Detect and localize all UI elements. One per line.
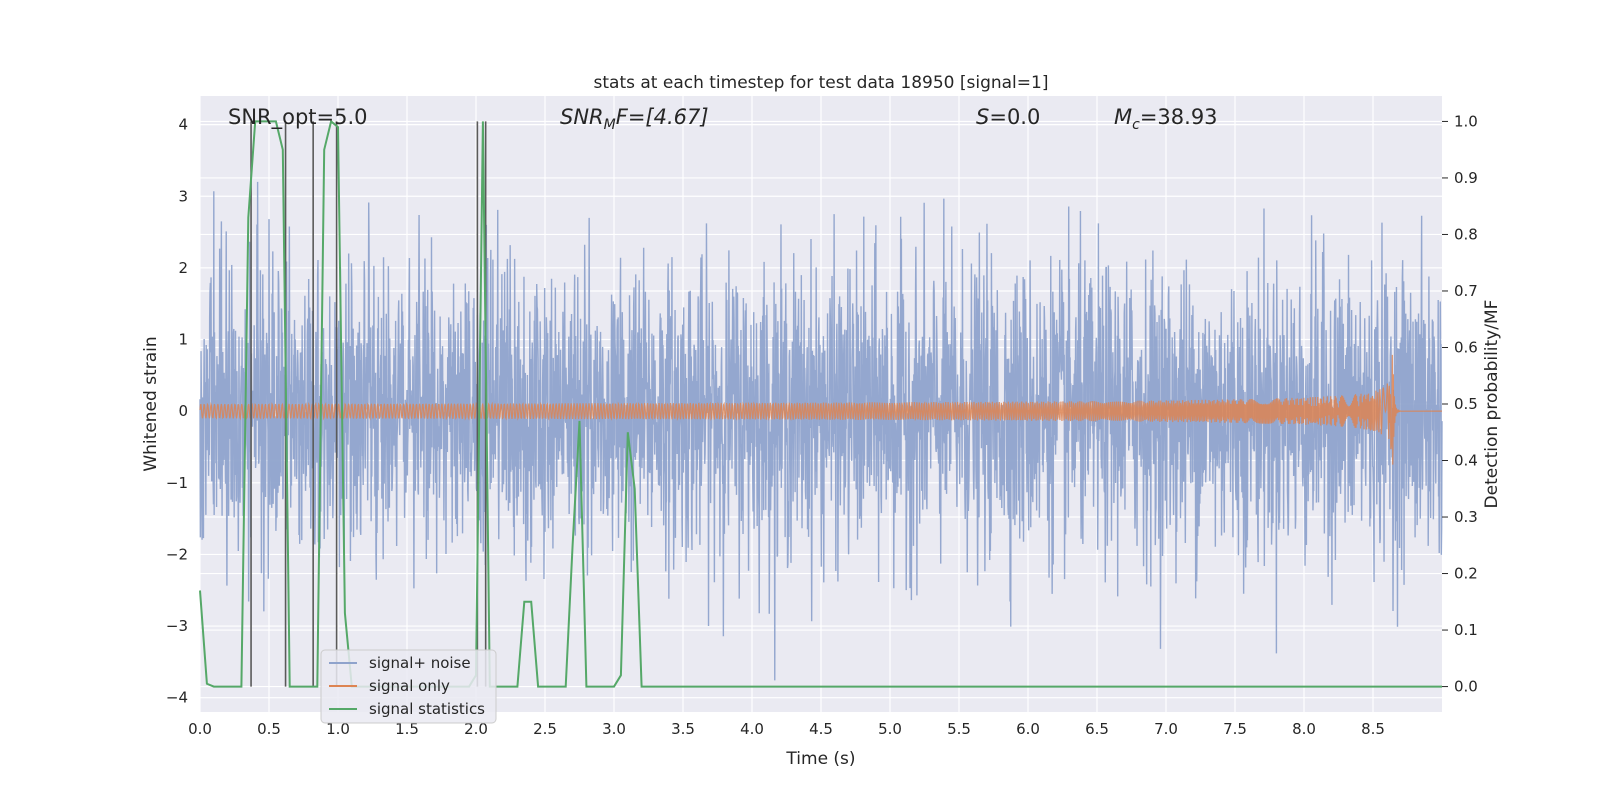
y2-tick-label: 0.9 — [1454, 169, 1478, 187]
x-tick-label: 0.5 — [257, 720, 281, 738]
x-tick-label: 5.5 — [947, 720, 971, 738]
y2-axis-ticks: 0.0 0.1 0.2 0.3 0.4 0.5 0.6 0.7 0.8 0.9 1.0 — [1442, 112, 1478, 696]
legend-entry-signal-statistics: signal statistics — [369, 700, 485, 718]
y-tick-label: −1 — [166, 474, 188, 492]
x-tick-label: 8.0 — [1292, 720, 1316, 738]
x-tick-label: 2.5 — [533, 720, 557, 738]
annotation-snr-mf-base: SNR — [560, 105, 604, 129]
y-axis-label: Whitened strain — [141, 336, 161, 471]
legend-entry-signal-only: signal only — [369, 677, 450, 695]
annotation-mc: Mc=38.93 — [1114, 105, 1218, 133]
y-tick-label: −4 — [166, 689, 188, 707]
x-tick-label: 4.5 — [809, 720, 833, 738]
x-tick-label: 3.0 — [602, 720, 626, 738]
y2-tick-label: 0.6 — [1454, 338, 1478, 356]
y-tick-label: −2 — [166, 545, 188, 563]
y2-tick-label: 1.0 — [1454, 112, 1478, 130]
y2-tick-label: 0.3 — [1454, 508, 1478, 526]
y2-tick-label: 0.1 — [1454, 621, 1478, 639]
annotation-snr-mf: SNRMF=[4.67] — [560, 105, 709, 133]
y2-tick-label: 0.8 — [1454, 225, 1478, 243]
chirp-line — [199, 354, 1443, 465]
y2-axis-label: Detection probability/MF — [1482, 300, 1502, 509]
x-axis-label: Time (s) — [785, 749, 855, 769]
x-tick-label: 1.5 — [395, 720, 419, 738]
y2-tick-label: 0.2 — [1454, 565, 1478, 583]
annotation-snr-mf-sub: M — [604, 117, 616, 133]
y2-tick-label: 0.4 — [1454, 452, 1478, 470]
annotation-snr-opt: SNR_opt=5.0 — [228, 105, 368, 130]
series-signal-only — [199, 354, 1443, 465]
annotation-snr-mf-rest: F=[4.67] — [616, 105, 709, 129]
annotation-s-base: S — [976, 105, 989, 129]
legend: signal+ noise signal only signal statist… — [320, 649, 497, 724]
x-axis-ticks: 0.0 0.5 1.0 1.5 2.0 2.5 3.0 3.5 4.0 4.5 5.0 5.5 6.0 6… — [188, 720, 1385, 738]
y-tick-label: 3 — [178, 187, 188, 205]
y2-tick-label: 0.7 — [1454, 282, 1478, 300]
annotation-mc-rest: =38.93 — [1140, 105, 1218, 129]
y-tick-label: 2 — [178, 259, 188, 277]
y-tick-label: −3 — [166, 617, 188, 635]
y-tick-label: 1 — [178, 331, 188, 349]
x-tick-label: 6.5 — [1085, 720, 1109, 738]
x-tick-label: 1.0 — [326, 720, 350, 738]
legend-entry-signal-noise: signal+ noise — [369, 654, 471, 672]
annotation-mc-sub: c — [1132, 117, 1140, 133]
x-tick-label: 7.5 — [1223, 720, 1247, 738]
x-tick-label: 0.0 — [188, 720, 212, 738]
x-tick-label: 4.0 — [740, 720, 764, 738]
chart-title: stats at each timestep for test data 189… — [594, 73, 1049, 93]
y2-tick-label: 0.0 — [1454, 678, 1478, 696]
y-tick-label: 4 — [178, 116, 188, 134]
x-tick-label: 8.5 — [1361, 720, 1385, 738]
legend-box — [320, 649, 497, 724]
x-tick-label: 7.0 — [1154, 720, 1178, 738]
annotation-s: S=0.0 — [976, 105, 1040, 129]
x-tick-label: 2.0 — [464, 720, 488, 738]
x-tick-label: 6.0 — [1016, 720, 1040, 738]
annotation-s-rest: =0.0 — [989, 105, 1040, 129]
y-axis-ticks: −4 −3 −2 −1 0 1 2 3 4 — [166, 116, 188, 707]
y2-tick-label: 0.5 — [1454, 395, 1478, 413]
annotation-mc-base: M — [1114, 105, 1132, 129]
x-tick-label: 3.5 — [671, 720, 695, 738]
x-tick-label: 5.0 — [878, 720, 902, 738]
y-tick-label: 0 — [178, 402, 188, 420]
